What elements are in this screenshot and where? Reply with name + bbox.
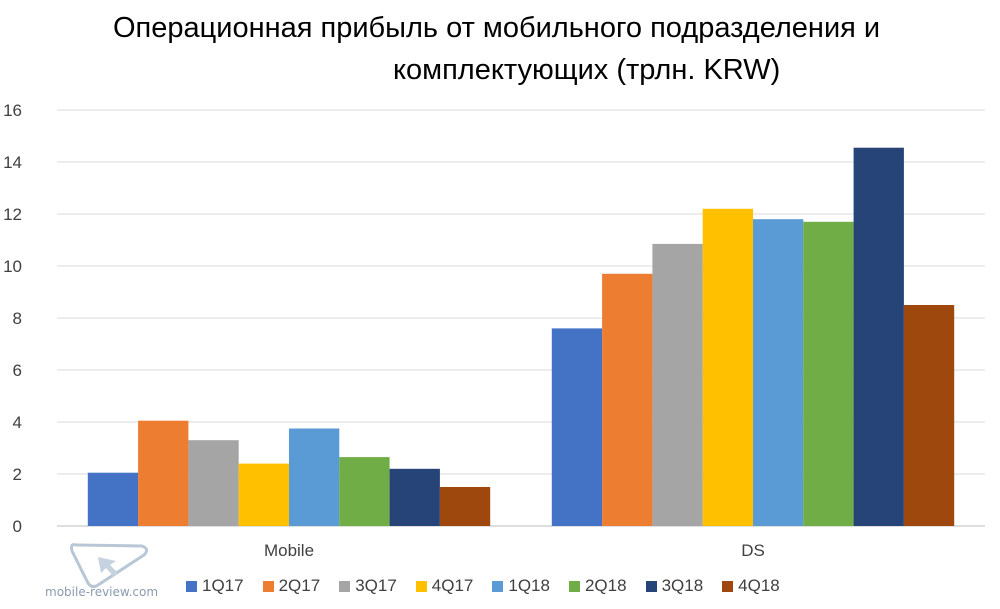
legend-item: 1Q17 xyxy=(186,576,244,596)
bar-2q17-ds xyxy=(602,273,653,526)
bar-3q18-ds xyxy=(853,147,904,526)
legend-item: 3Q18 xyxy=(645,576,704,596)
x-category-label: Mobile xyxy=(264,541,314,560)
legend-label: 3Q17 xyxy=(355,576,397,595)
bar-4q18-ds xyxy=(903,305,955,526)
legend-item: 1Q18 xyxy=(492,576,550,596)
legend-label: 1Q17 xyxy=(202,576,244,595)
bar-2q17-mobile xyxy=(138,420,189,526)
bar-3q18-mobile xyxy=(389,468,440,526)
legend-label: 4Q18 xyxy=(738,576,780,595)
legend-item: 3Q17 xyxy=(339,576,397,596)
legend-label: 2Q17 xyxy=(278,576,321,595)
y-tick-label: 14 xyxy=(3,153,22,172)
bar-4q17-ds xyxy=(702,208,753,527)
legend-label: 3Q18 xyxy=(661,576,704,595)
bar-1q17-mobile xyxy=(87,472,139,526)
legend-item: 2Q18 xyxy=(568,576,627,596)
chart-title-line-1: Операционная прибыль от мобильного подра… xyxy=(113,12,881,44)
watermark-logo-icon xyxy=(70,543,149,589)
bar-1q18-mobile xyxy=(289,428,340,526)
y-tick-label: 12 xyxy=(3,205,22,224)
bar-3q17-ds xyxy=(652,243,703,526)
x-category-label: DS xyxy=(741,541,765,560)
bar-4q17-mobile xyxy=(238,463,289,526)
y-tick-label: 2 xyxy=(13,465,22,484)
bar-1q17-ds xyxy=(551,328,603,526)
legend-swatch xyxy=(722,580,734,592)
legend-swatch xyxy=(262,580,274,592)
legend-item: 2Q17 xyxy=(262,576,321,596)
y-tick-label: 0 xyxy=(13,517,22,536)
bar-4q18-mobile xyxy=(439,487,491,526)
legend-label: 2Q18 xyxy=(584,576,627,595)
legend-label: 4Q17 xyxy=(431,576,474,595)
legend-swatch xyxy=(568,580,580,592)
y-tick-label: 6 xyxy=(13,361,22,380)
legend-swatch xyxy=(492,580,504,592)
legend-label: 1Q18 xyxy=(508,576,550,595)
legend-swatch xyxy=(186,580,197,592)
legend-swatch xyxy=(339,580,351,592)
bar-2q18-ds xyxy=(803,221,854,527)
legend-swatch xyxy=(645,580,657,592)
y-tick-label: 4 xyxy=(13,413,22,432)
y-tick-label: 10 xyxy=(3,257,22,276)
legend-item: 4Q18 xyxy=(722,576,780,596)
chart-title-line-2: комплектующих (трлн. KRW) xyxy=(393,54,781,86)
legend-swatch xyxy=(415,580,427,592)
legend-item: 4Q17 xyxy=(415,576,474,596)
bar-3q17-mobile xyxy=(188,440,239,526)
y-tick-label: 16 xyxy=(3,101,22,120)
chart-legend: 1Q17 2Q17 3Q17 4Q17 1Q18 2Q18 3Q18 4Q18 xyxy=(186,576,799,596)
watermark-text: mobile-review.com xyxy=(45,585,159,599)
y-tick-label: 8 xyxy=(13,309,22,328)
bar-2q18-mobile xyxy=(339,457,390,526)
bar-1q18-ds xyxy=(753,219,804,526)
